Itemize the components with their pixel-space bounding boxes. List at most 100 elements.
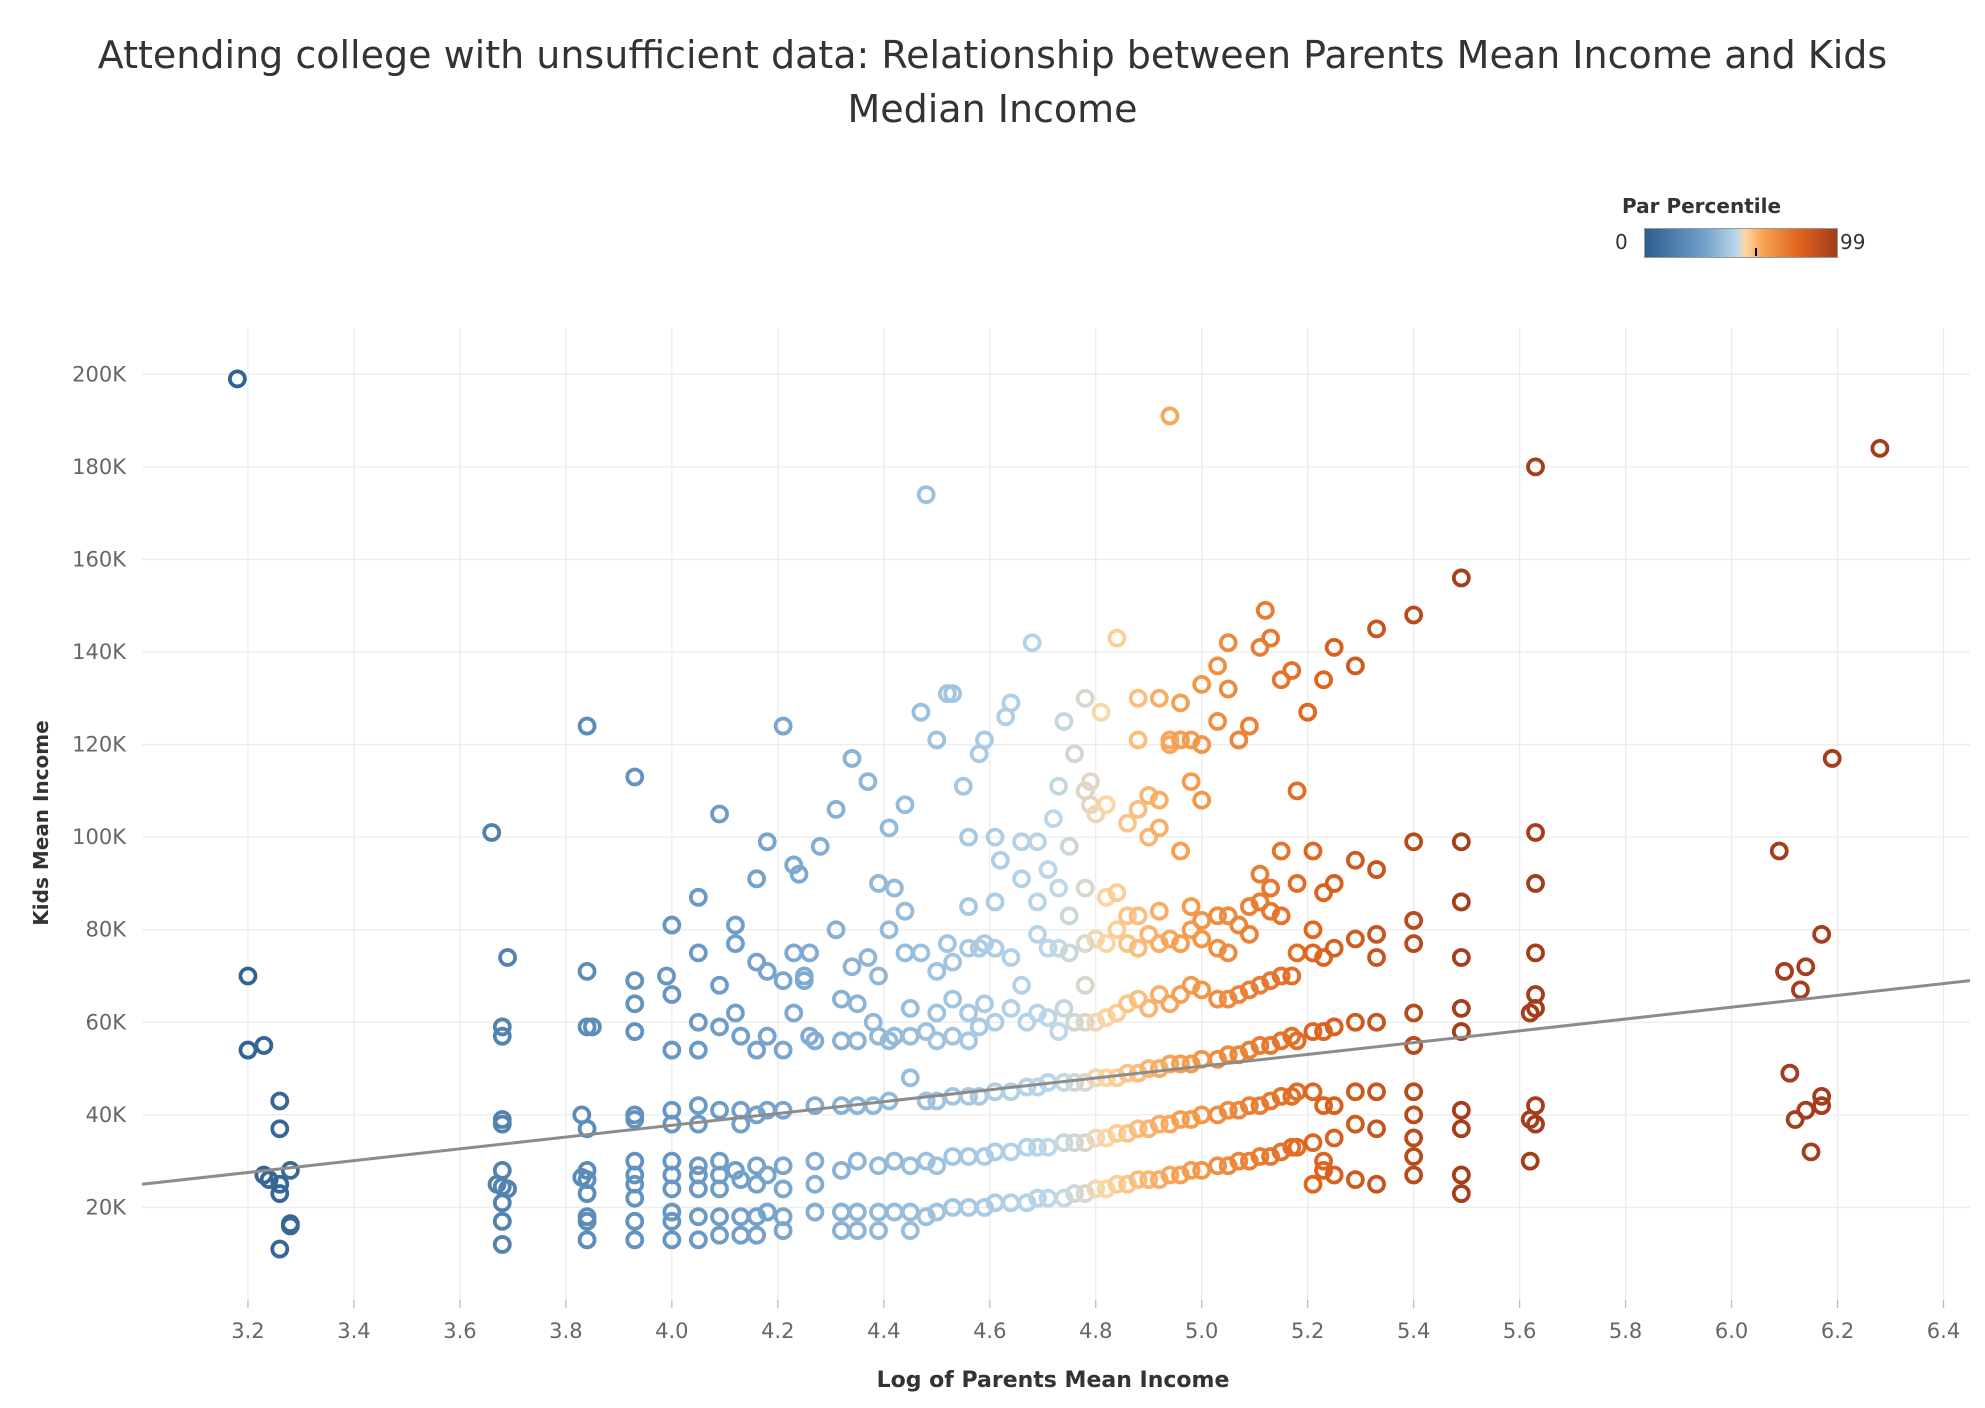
data-point: [959, 1147, 978, 1166]
data-point: [625, 994, 645, 1014]
data-point: [1451, 1119, 1471, 1139]
data-point: [1054, 999, 1074, 1018]
data-point: [1367, 860, 1386, 879]
data-point: [747, 1156, 767, 1176]
data-point: [1038, 1137, 1058, 1157]
data-point: [625, 1188, 645, 1208]
data-point: [1250, 1036, 1270, 1055]
x-tick-label: 4.6: [973, 1319, 1006, 1343]
data-point: [805, 1151, 825, 1171]
data-point: [927, 1202, 947, 1222]
data-point: [895, 943, 915, 963]
data-point: [1001, 948, 1021, 967]
data-point: [1128, 1119, 1148, 1139]
y-tick-label: 160K: [72, 547, 127, 571]
data-point: [1139, 1170, 1159, 1190]
data-point: [1250, 1147, 1270, 1166]
data-point: [1324, 1017, 1344, 1037]
data-point: [1287, 1137, 1307, 1157]
data-point: [1118, 934, 1137, 953]
data-point: [1775, 961, 1794, 981]
data-point: [1812, 1096, 1832, 1115]
data-point: [1404, 1128, 1424, 1148]
trend-line: [141, 979, 1971, 1186]
y-axis-ticks: 20K 40K 60K 80K 100K 120K 140K 160K 180K 200K: [72, 362, 127, 1219]
data-point: [1208, 1049, 1228, 1069]
data-point: [1075, 1073, 1095, 1092]
data-point: [1192, 735, 1212, 754]
data-point: [927, 1003, 947, 1023]
data-point: [577, 1211, 597, 1231]
data-point: [238, 966, 258, 986]
data-point: [1404, 605, 1424, 625]
data-point: [1822, 749, 1842, 768]
data-point: [1028, 832, 1047, 852]
data-point: [731, 1026, 751, 1046]
data-point: [1128, 1170, 1148, 1190]
data-point: [773, 1179, 793, 1199]
data-point: [869, 1221, 888, 1240]
data-point: [1171, 841, 1190, 861]
data-point: [1345, 929, 1365, 949]
data-point: [662, 1202, 682, 1222]
data-point: [498, 948, 518, 967]
data-point: [1028, 1077, 1047, 1097]
data-point: [1038, 1008, 1058, 1028]
data-point: [879, 920, 899, 940]
data-point: [710, 1100, 729, 1120]
data-point: [1324, 1165, 1344, 1185]
data-point: [1149, 790, 1169, 810]
data-point: [1451, 1022, 1471, 1041]
legend-title: Par Percentile: [1622, 194, 1782, 218]
data-point: [794, 971, 814, 991]
data-point: [832, 1031, 851, 1051]
data-point: [1096, 795, 1116, 815]
data-point: [731, 1225, 751, 1245]
data-point: [757, 832, 777, 852]
data-point: [1218, 989, 1238, 1009]
color-legend: Par Percentile 0 99: [1612, 190, 1872, 270]
data-point: [1208, 989, 1228, 1009]
data-point: [927, 730, 947, 750]
data-point: [710, 804, 729, 824]
data-point: [1160, 1054, 1180, 1074]
data-point: [1075, 975, 1095, 995]
data-point: [1239, 897, 1259, 916]
data-point: [895, 901, 915, 921]
data-point: [492, 1114, 512, 1134]
data-point: [280, 1161, 300, 1180]
x-tick-label: 4.8: [1079, 1319, 1112, 1343]
data-point: [625, 1230, 645, 1250]
data-point: [1404, 1082, 1424, 1102]
legend-min-label: 0: [1615, 230, 1628, 254]
data-point: [688, 1230, 708, 1250]
chart-title: Attending college with unsufficient data…: [0, 28, 1985, 136]
data-point: [731, 1170, 751, 1190]
data-point: [688, 943, 708, 963]
data-point: [1038, 1188, 1058, 1208]
data-point: [975, 1198, 994, 1217]
data-point: [1298, 702, 1318, 722]
data-point: [1086, 1179, 1106, 1199]
data-point: [1139, 786, 1159, 805]
data-point: [937, 934, 957, 953]
data-point: [1239, 1151, 1259, 1171]
data-point: [757, 961, 777, 981]
data-point: [1812, 1086, 1832, 1106]
data-point: [1017, 1137, 1037, 1157]
data-point: [1171, 985, 1190, 1004]
data-point: [1160, 1165, 1180, 1185]
data-point: [726, 934, 745, 953]
data-point: [985, 1012, 1005, 1032]
data-point: [959, 1086, 978, 1106]
data-point: [943, 1147, 963, 1166]
data-point: [270, 1174, 290, 1194]
data-point: [1271, 841, 1291, 861]
data-point: [784, 855, 804, 875]
data-point: [1038, 938, 1058, 958]
data-point: [1404, 1147, 1424, 1166]
data-point: [1118, 906, 1137, 926]
data-point: [1160, 994, 1180, 1014]
data-point: [688, 887, 708, 907]
data-point: [1192, 980, 1212, 1000]
